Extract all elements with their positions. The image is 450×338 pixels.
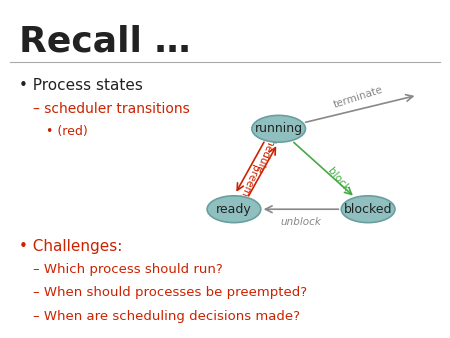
- Text: • (red): • (red): [46, 125, 88, 139]
- Text: – scheduler transitions: – scheduler transitions: [33, 102, 189, 116]
- Text: block: block: [325, 166, 351, 194]
- Text: – When should processes be preempted?: – When should processes be preempted?: [33, 286, 307, 299]
- Text: – Which process should run?: – Which process should run?: [33, 263, 222, 276]
- Text: • Challenges:: • Challenges:: [19, 239, 123, 255]
- Text: preempt: preempt: [234, 164, 260, 208]
- Text: unblock: unblock: [281, 217, 321, 226]
- Text: schedule: schedule: [252, 127, 280, 174]
- Ellipse shape: [341, 196, 395, 223]
- Text: – When are scheduling decisions made?: – When are scheduling decisions made?: [33, 310, 300, 323]
- Text: blocked: blocked: [344, 203, 392, 216]
- Ellipse shape: [252, 115, 306, 142]
- Text: terminate: terminate: [333, 84, 384, 110]
- Text: • Process states: • Process states: [19, 78, 143, 94]
- Text: ready: ready: [216, 203, 252, 216]
- Text: running: running: [255, 122, 303, 135]
- Ellipse shape: [207, 196, 261, 223]
- Text: Recall …: Recall …: [19, 25, 191, 59]
